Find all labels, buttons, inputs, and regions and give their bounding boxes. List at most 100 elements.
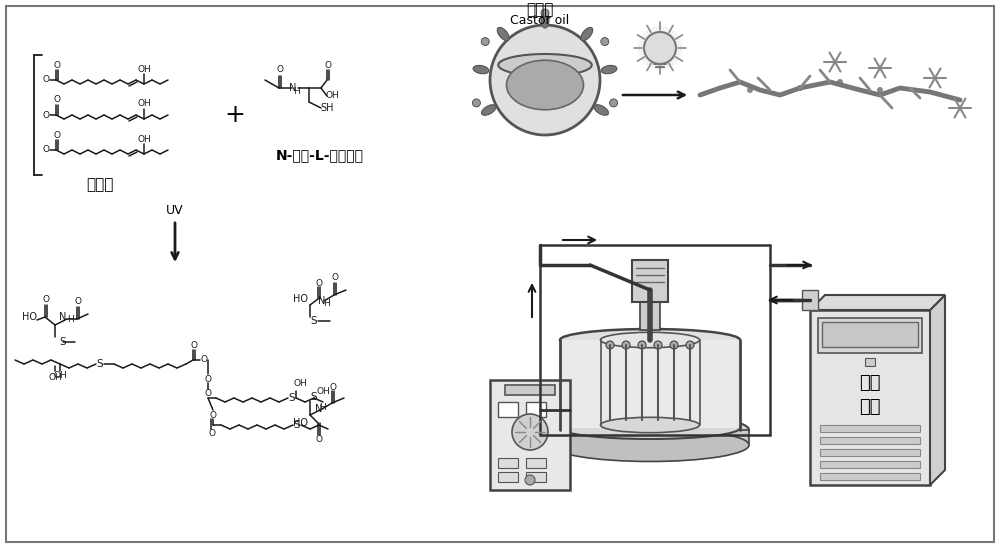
Text: N: N: [318, 296, 326, 306]
Text: SH: SH: [320, 103, 334, 113]
Text: H: H: [323, 299, 329, 307]
Ellipse shape: [541, 12, 549, 28]
Text: OH: OH: [53, 372, 67, 380]
Circle shape: [622, 341, 630, 349]
Bar: [526, 458, 546, 468]
Text: O: O: [208, 430, 216, 438]
Ellipse shape: [600, 332, 700, 347]
Text: O: O: [42, 76, 50, 84]
Text: O: O: [332, 273, 338, 283]
Bar: [820, 437, 920, 444]
Text: O: O: [330, 383, 336, 391]
Circle shape: [797, 85, 803, 91]
Text: OH: OH: [137, 65, 151, 73]
Polygon shape: [810, 295, 945, 310]
Text: H: H: [293, 88, 299, 96]
Text: OH: OH: [316, 387, 330, 397]
Ellipse shape: [601, 65, 617, 74]
Circle shape: [601, 38, 609, 45]
Circle shape: [638, 26, 682, 70]
Text: O: O: [42, 146, 50, 155]
Text: O: O: [54, 95, 60, 105]
Text: S: S: [97, 359, 103, 369]
Bar: [640, 302, 660, 330]
Bar: [865, 358, 875, 366]
Text: O: O: [210, 410, 216, 420]
Bar: [551, 430, 749, 445]
Text: O: O: [42, 111, 50, 119]
Text: OH: OH: [48, 374, 62, 383]
Ellipse shape: [481, 105, 496, 115]
Text: S: S: [294, 420, 300, 430]
Ellipse shape: [560, 417, 740, 439]
Ellipse shape: [507, 60, 584, 110]
Text: 冷却
装置: 冷却 装置: [859, 374, 881, 416]
Bar: [498, 458, 518, 468]
Bar: [820, 425, 920, 432]
Text: Castor oil: Castor oil: [510, 14, 570, 27]
Circle shape: [686, 341, 694, 349]
Text: O: O: [200, 356, 208, 364]
Bar: [810, 310, 930, 485]
Text: HO: HO: [22, 312, 37, 322]
Text: O: O: [205, 390, 212, 398]
Circle shape: [747, 87, 753, 93]
Text: O: O: [74, 298, 82, 306]
Circle shape: [877, 87, 883, 93]
Text: N: N: [59, 312, 67, 322]
Text: N: N: [289, 83, 297, 93]
Bar: [498, 402, 518, 417]
Circle shape: [644, 32, 676, 64]
Bar: [490, 380, 570, 490]
Ellipse shape: [497, 27, 509, 41]
Text: S: S: [289, 393, 295, 403]
Bar: [526, 472, 546, 482]
Text: N: N: [315, 404, 323, 414]
Polygon shape: [930, 295, 945, 485]
Circle shape: [610, 99, 618, 107]
Ellipse shape: [594, 105, 609, 115]
Text: O: O: [190, 340, 198, 350]
Circle shape: [512, 414, 548, 450]
Bar: [560, 340, 740, 428]
Ellipse shape: [551, 429, 749, 461]
Bar: [526, 402, 546, 417]
Text: O: O: [42, 295, 50, 305]
Circle shape: [654, 341, 662, 349]
Ellipse shape: [551, 414, 749, 447]
Ellipse shape: [560, 329, 740, 351]
Text: S: S: [311, 316, 317, 326]
Ellipse shape: [581, 27, 593, 41]
Text: S: S: [311, 392, 317, 402]
Circle shape: [472, 99, 480, 107]
Bar: [820, 449, 920, 456]
Text: UV: UV: [166, 203, 184, 216]
Bar: [822, 322, 918, 347]
Bar: [505, 385, 555, 395]
Text: OH: OH: [325, 92, 339, 100]
Bar: [818, 318, 922, 353]
Text: O: O: [54, 60, 60, 70]
Bar: [802, 290, 818, 310]
Text: OH: OH: [137, 134, 151, 144]
Bar: [632, 260, 668, 302]
Text: O: O: [276, 66, 284, 75]
Bar: [820, 461, 920, 468]
Circle shape: [490, 25, 600, 135]
Text: H: H: [320, 402, 326, 412]
Circle shape: [670, 341, 678, 349]
Text: S: S: [59, 337, 66, 347]
Circle shape: [481, 38, 489, 45]
Text: O: O: [316, 278, 322, 288]
Ellipse shape: [600, 417, 700, 433]
Text: 蓖麻油: 蓖麻油: [526, 3, 554, 18]
Text: 蓖麻油: 蓖麻油: [86, 178, 114, 192]
Text: +: +: [225, 103, 245, 127]
Text: H: H: [67, 315, 74, 323]
Text: HO: HO: [293, 294, 308, 304]
Circle shape: [606, 341, 614, 349]
Bar: [498, 472, 518, 482]
Text: OH: OH: [137, 100, 151, 109]
Bar: [820, 473, 920, 480]
Text: N-乙酰-L-半胱氨酸: N-乙酰-L-半胱氨酸: [276, 148, 364, 162]
